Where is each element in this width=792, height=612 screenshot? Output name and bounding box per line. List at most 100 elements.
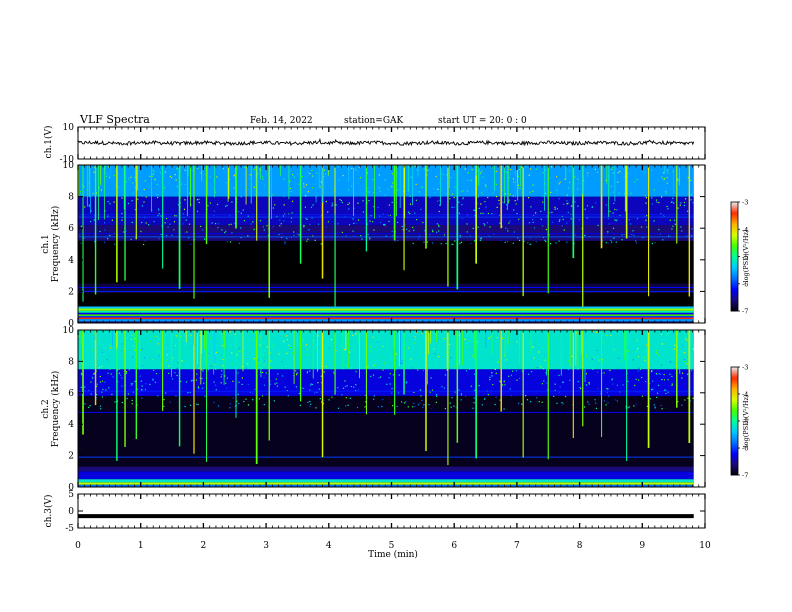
ch2-spectrogram-speckle (367, 366, 369, 368)
ch1-spectrogram-speckle (158, 195, 160, 197)
ch1-spectrogram-speckle (391, 186, 393, 188)
ch2-spectrogram-speckle (442, 341, 444, 343)
ch2-spectrogram-speckle (110, 347, 112, 349)
ch2-spectrogram-speckle (206, 362, 209, 364)
ch2-spectrogram-speckle (352, 349, 354, 352)
ch1-spectrogram-speckle (461, 204, 463, 206)
ch1-spectrogram-speckle (615, 220, 617, 222)
ch1-spectrogram-speckle (160, 215, 162, 217)
ch2-spectrogram-speckle (238, 348, 240, 350)
ch1-spectrogram-speckle (438, 230, 440, 232)
ch2-spectrogram-speckle (121, 343, 123, 345)
ch1-spectrogram-speckle (104, 241, 106, 243)
ch1-spectrogram-speckle (570, 165, 572, 167)
ch1-spectrogram-speckle (651, 169, 653, 171)
ch1-spectrogram-speckle (558, 198, 560, 200)
ch1-spectrogram-speckle (544, 169, 547, 171)
ch1-spectrogram-speckle (131, 200, 133, 202)
ch2-spectrogram-speckle (358, 367, 360, 369)
ch1-spectrogram-speckle (184, 169, 186, 171)
ch1-spectrogram-speckle (183, 208, 186, 210)
ch1-spectrogram-speckle (156, 194, 158, 196)
ch2-spectrogram-speckle (181, 360, 183, 362)
ch2-spectrogram-speckle (588, 382, 590, 384)
ch2-spectrogram-speckle (643, 356, 645, 358)
ch1-spectrogram-speckle (470, 179, 472, 181)
ch2-spectrogram-speckle (681, 344, 683, 347)
ch1-spectrogram-speckle (591, 206, 593, 208)
ch2-spectrogram-speckle (93, 372, 95, 374)
ch2-spectrogram-speckle (681, 377, 683, 379)
ch2-spectrogram-speckle (481, 404, 483, 406)
ch1-spectrogram-speckle (424, 230, 426, 232)
colorbar-segment (731, 223, 738, 227)
ch2-spectrogram-speckle (552, 345, 554, 347)
ch1-spectrogram-speckle (174, 215, 176, 217)
ch1-spectrogram-speckle (578, 219, 580, 221)
ch2-spectrogram-speckle (310, 384, 312, 386)
ch1-spectrogram-speckle (83, 237, 85, 239)
ch2-spectrogram-speckle (189, 391, 191, 393)
ch2-spectrogram-speckle (543, 380, 545, 382)
ch1-spectrogram-speckle (506, 204, 508, 206)
ch2-spectrogram-speckle (104, 381, 106, 383)
ch2-spectrogram-speckle (330, 339, 333, 341)
ch2-spectrogram-speckle (451, 397, 453, 399)
ch2-spectrogram-speckle (660, 404, 662, 407)
ch2-spectrogram-speckle (80, 386, 82, 388)
ch2-spectrogram-speckle (199, 377, 201, 379)
ch2-spectrogram-speckle (215, 384, 217, 386)
ch2-spectrogram-speckle (239, 356, 241, 358)
ch2-spectrogram-speckle (423, 404, 425, 406)
ch2-spectrogram-speckle (389, 352, 391, 354)
ch2-spectrogram-speckle (671, 384, 673, 386)
ch1-spectrogram-speckle (461, 218, 463, 220)
ch2-spectrogram-speckle (89, 345, 91, 347)
ch1-spectrogram-speckle (454, 186, 456, 188)
ch1-spectrogram-speckle (286, 237, 288, 240)
ch2-spectrogram-speckle (402, 360, 404, 362)
ch2-spectrogram-speckle (405, 382, 407, 384)
ch1-spectrogram-speckle (99, 230, 101, 233)
ch1-spectrogram-speckle (93, 171, 95, 173)
ch2-spectrogram-speckle (317, 382, 319, 384)
ch1-waveform-ytick-label: -10 (60, 155, 75, 165)
ch1-spectrogram-speckle (487, 212, 489, 214)
ch1-spectrogram-speckle (143, 201, 145, 203)
ch1-spectrogram-speckle (529, 191, 531, 193)
colorbar-segment (731, 241, 738, 245)
ch2-spectrogram-speckle (165, 392, 167, 394)
ch1-spectrogram-speckle (137, 198, 139, 200)
ch1-spectrogram-speckle (388, 204, 390, 206)
ch1-spectrogram-speckle (304, 206, 306, 208)
ch1-spectrogram-speckle (316, 172, 318, 174)
ch2-spectrogram-speckle (419, 389, 421, 391)
ch2-spectrogram-speckle (373, 364, 375, 366)
ch2-spectrogram-speckle (637, 356, 639, 358)
ch2-spectrogram-speckle (158, 351, 160, 353)
colorbar-segment (731, 368, 738, 371)
ch1-spectrogram-speckle (670, 201, 672, 203)
ch1-spectrogram-speckle (307, 238, 309, 240)
ch2-spectrogram-speckle (584, 406, 586, 408)
ch1-spectrogram-speckle (176, 185, 178, 187)
ch1-spectrogram-speckle (432, 231, 434, 233)
ch1-spectrogram-speckle (306, 240, 308, 242)
ch1-spectrogram-speckle (661, 196, 663, 198)
ch2-spectrogram-speckle (644, 359, 646, 362)
ch2-spectrogram-speckle (641, 395, 644, 397)
ch1-spectrogram-speckle (128, 178, 130, 180)
ch1-spectrogram-speckle (407, 211, 410, 213)
ch1-spectrogram-speckle (337, 166, 340, 168)
ch1-spectrogram-speckle (548, 177, 550, 179)
colorbar-segment (731, 439, 738, 442)
ch1-spectrogram-speckle (176, 168, 178, 170)
ch2-spectrogram-speckle (328, 347, 330, 349)
ch1-spectrogram-speckle (530, 206, 532, 208)
ch1-spectrogram-speckle (240, 227, 242, 229)
ch2-spectrogram-speckle (208, 352, 210, 354)
ch1-spectrogram-speckle (485, 206, 487, 208)
ch1-spectrogram-speckle (357, 219, 360, 221)
ch1-spectrogram-speckle (609, 210, 611, 212)
ch2-spectrogram-speckle (341, 332, 343, 334)
